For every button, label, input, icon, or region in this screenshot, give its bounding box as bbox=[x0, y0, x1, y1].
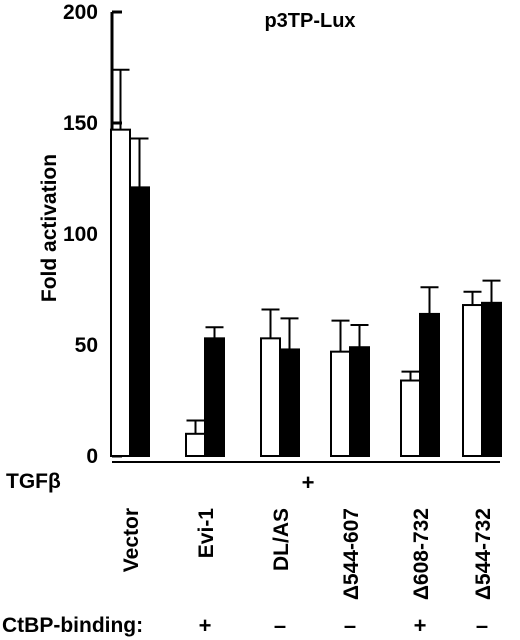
y-axis-label: Fold activation bbox=[38, 154, 61, 302]
ctbp-value: + bbox=[414, 613, 427, 638]
bar-filled bbox=[204, 337, 225, 457]
ctbp-label: CtBP-binding: bbox=[2, 614, 143, 637]
treatment-sign: + bbox=[302, 470, 315, 495]
bar-open bbox=[110, 128, 131, 457]
bar-open bbox=[260, 337, 281, 457]
bar-filled bbox=[419, 312, 440, 458]
y-tick-label: 100 bbox=[63, 223, 98, 246]
bars bbox=[110, 68, 502, 458]
ctbp-value: – bbox=[476, 613, 488, 638]
category-label: Δ544-732 bbox=[472, 508, 495, 600]
y-tick-label: 0 bbox=[86, 445, 98, 468]
bar-open bbox=[330, 350, 351, 457]
bar-open bbox=[462, 304, 483, 458]
y-tick-label: 150 bbox=[63, 112, 98, 135]
ctbp-value: – bbox=[274, 613, 286, 638]
ctbp-values: + – – + – bbox=[199, 613, 489, 638]
treatment-label: TGFβ bbox=[6, 470, 61, 493]
chart-title: p3TP-Lux bbox=[264, 10, 355, 32]
bar-filled bbox=[349, 346, 370, 457]
category-label: Evi-1 bbox=[195, 508, 218, 559]
y-tick-label: 50 bbox=[75, 334, 98, 357]
category-labels: Vector Evi-1 DL/AS Δ544-607 Δ608-732 Δ544-732 bbox=[120, 508, 495, 600]
bar-filled bbox=[481, 301, 502, 457]
bar-filled bbox=[279, 348, 300, 457]
category-label: Δ608-732 bbox=[410, 508, 433, 600]
bar-open bbox=[400, 379, 421, 457]
bar-open bbox=[185, 432, 206, 457]
category-label: Vector bbox=[120, 508, 143, 572]
y-tick-label: 200 bbox=[63, 1, 98, 24]
bar-filled bbox=[129, 186, 150, 457]
category-label: DL/AS bbox=[270, 508, 293, 571]
ctbp-value: – bbox=[344, 613, 356, 638]
ctbp-value: + bbox=[199, 613, 212, 638]
category-label: Δ544-607 bbox=[340, 508, 363, 600]
